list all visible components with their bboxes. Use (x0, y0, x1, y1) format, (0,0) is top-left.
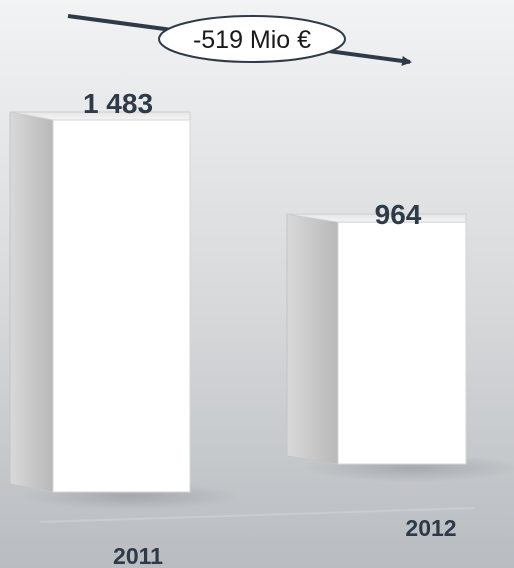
category-label-2012: 2012 (405, 515, 456, 541)
floor-line (39, 507, 476, 523)
labels-group: 1 483 2011 964 2012 (83, 88, 457, 568)
bar-2011 (52, 119, 191, 493)
annotation-text: -519 Mio € (193, 26, 311, 54)
value-label-2012: 964 (375, 199, 422, 230)
bars-group (9, 111, 514, 510)
category-label-2011: 2011 (113, 543, 163, 568)
bar-side-2011 (9, 111, 54, 493)
bar-side-2012 (286, 213, 339, 465)
value-label-2011: 1 483 (83, 88, 153, 119)
bar-2012 (337, 221, 467, 465)
annotation-bubble (158, 15, 346, 63)
